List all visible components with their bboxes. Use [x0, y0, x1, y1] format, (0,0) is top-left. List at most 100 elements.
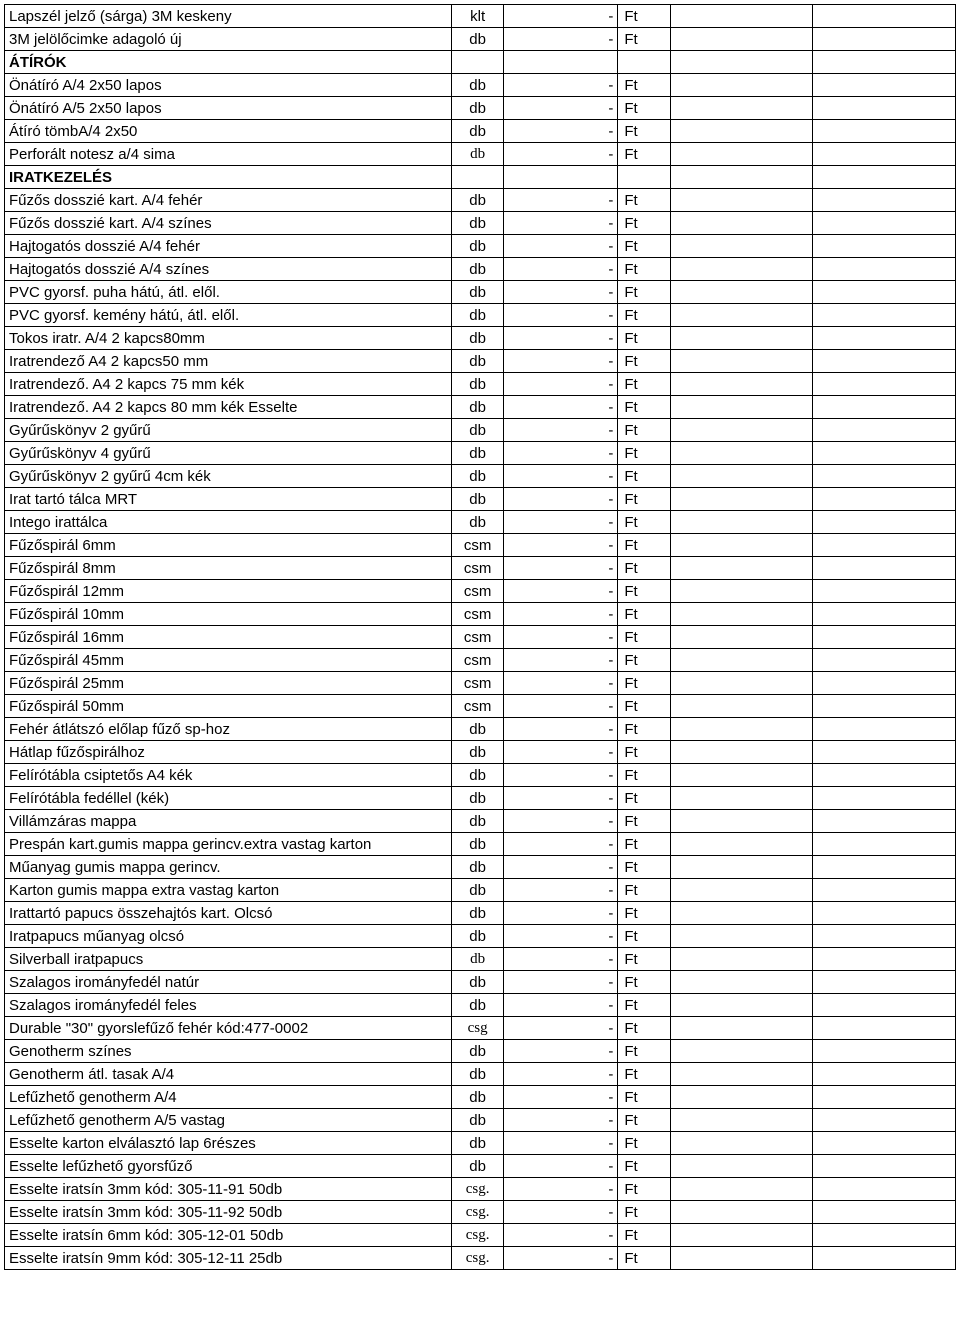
item-description: Önátíró A/4 2x50 lapos — [5, 74, 452, 97]
table-row: Iratrendező. A4 2 kapcs 75 mm kékdb-Ft — [5, 373, 956, 396]
item-price: - — [504, 1109, 618, 1132]
item-description: Esselte lefűzhető gyorsfűző — [5, 1155, 452, 1178]
item-price: - — [504, 718, 618, 741]
item-unit: db — [451, 327, 503, 350]
item-unit: db — [451, 1132, 503, 1155]
table-row: Esselte karton elválasztó lap 6részesdb-… — [5, 1132, 956, 1155]
item-currency: Ft — [618, 143, 670, 166]
empty-cell — [813, 787, 956, 810]
empty-cell — [670, 488, 813, 511]
item-unit: db — [451, 28, 503, 51]
table-row: Szalagos irományfedél natúrdb-Ft — [5, 971, 956, 994]
item-price: - — [504, 649, 618, 672]
empty-cell — [670, 442, 813, 465]
item-currency: Ft — [618, 534, 670, 557]
item-description: Fűzőspirál 16mm — [5, 626, 452, 649]
table-row: Fűzős dosszié kart. A/4 színesdb-Ft — [5, 212, 956, 235]
empty-cell — [813, 626, 956, 649]
table-row: Esselte iratsín 6mm kód: 305-12-01 50dbc… — [5, 1224, 956, 1247]
table-row: Tokos iratr. A/4 2 kapcs80mmdb-Ft — [5, 327, 956, 350]
table-row: Felírótábla fedéllel (kék)db-Ft — [5, 787, 956, 810]
item-price: - — [504, 879, 618, 902]
empty-cell — [813, 1063, 956, 1086]
item-unit: db — [451, 810, 503, 833]
empty-cell — [813, 1201, 956, 1224]
item-price: - — [504, 695, 618, 718]
table-row: Prespán kart.gumis mappa gerincv.extra v… — [5, 833, 956, 856]
empty-cell — [813, 994, 956, 1017]
item-price: - — [504, 971, 618, 994]
item-description: Silverball iratpapucs — [5, 948, 452, 971]
table-row: IRATKEZELÉS — [5, 166, 956, 189]
item-price: - — [504, 603, 618, 626]
item-price: - — [504, 120, 618, 143]
item-description: Durable "30" gyorslefűző fehér kód:477-0… — [5, 1017, 452, 1040]
item-price: - — [504, 1178, 618, 1201]
item-unit: db — [451, 97, 503, 120]
item-description: Genotherm színes — [5, 1040, 452, 1063]
item-price: - — [504, 97, 618, 120]
item-unit: csm — [451, 557, 503, 580]
item-unit: db — [451, 764, 503, 787]
item-price: - — [504, 5, 618, 28]
empty-cell — [670, 1017, 813, 1040]
empty-cell — [813, 166, 956, 189]
empty-cell — [670, 580, 813, 603]
empty-cell — [670, 856, 813, 879]
item-description: Lefűzhető genotherm A/4 — [5, 1086, 452, 1109]
item-currency: Ft — [618, 28, 670, 51]
empty-cell — [813, 511, 956, 534]
empty-cell — [813, 1017, 956, 1040]
item-unit: csg. — [451, 1224, 503, 1247]
empty-cell — [813, 1109, 956, 1132]
empty-cell — [670, 1040, 813, 1063]
empty-cell — [813, 741, 956, 764]
item-description: Gyűrűskönyv 2 gyűrű 4cm kék — [5, 465, 452, 488]
empty-cell — [670, 143, 813, 166]
item-unit: db — [451, 419, 503, 442]
item-price: - — [504, 626, 618, 649]
item-currency: Ft — [618, 580, 670, 603]
item-description: Hajtogatós dosszié A/4 fehér — [5, 235, 452, 258]
empty-cell — [670, 1063, 813, 1086]
item-currency: Ft — [618, 1178, 670, 1201]
table-row: Önátíró A/5 2x50 laposdb-Ft — [5, 97, 956, 120]
table-row: Fűzős dosszié kart. A/4 fehérdb-Ft — [5, 189, 956, 212]
table-row: Hajtogatós dosszié A/4 színesdb-Ft — [5, 258, 956, 281]
item-currency: Ft — [618, 1247, 670, 1270]
table-row: Önátíró A/4 2x50 laposdb-Ft — [5, 74, 956, 97]
item-unit: db — [451, 396, 503, 419]
empty-cell — [813, 695, 956, 718]
item-description: Fűzőspirál 45mm — [5, 649, 452, 672]
empty-cell — [670, 1086, 813, 1109]
empty-cell — [670, 603, 813, 626]
empty-cell — [670, 1224, 813, 1247]
empty-cell — [813, 212, 956, 235]
item-description: Esselte iratsín 3mm kód: 305-11-91 50db — [5, 1178, 452, 1201]
item-price: - — [504, 235, 618, 258]
item-price: - — [504, 1224, 618, 1247]
table-row: Iratrendező A4 2 kapcs50 mmdb-Ft — [5, 350, 956, 373]
table-row: Intego irattálcadb-Ft — [5, 511, 956, 534]
table-row: Karton gumis mappa extra vastag kartondb… — [5, 879, 956, 902]
table-row: 3M jelölőcimke adagoló újdb-Ft — [5, 28, 956, 51]
item-currency: Ft — [618, 764, 670, 787]
empty-cell — [670, 304, 813, 327]
empty-cell — [813, 373, 956, 396]
table-row: Gyűrűskönyv 4 gyűrűdb-Ft — [5, 442, 956, 465]
item-currency: Ft — [618, 373, 670, 396]
item-unit: klt — [451, 5, 503, 28]
item-unit: csm — [451, 695, 503, 718]
item-price: - — [504, 833, 618, 856]
empty-cell — [670, 350, 813, 373]
empty-cell — [670, 1247, 813, 1270]
item-unit: csm — [451, 626, 503, 649]
item-unit: db — [451, 1040, 503, 1063]
item-currency: Ft — [618, 833, 670, 856]
empty-cell — [670, 1178, 813, 1201]
table-row: Fűzőspirál 25mmcsm-Ft — [5, 672, 956, 695]
empty-cell — [813, 120, 956, 143]
item-currency: Ft — [618, 396, 670, 419]
empty-cell — [813, 580, 956, 603]
table-row: PVC gyorsf. kemény hátú, átl. elől.db-Ft — [5, 304, 956, 327]
